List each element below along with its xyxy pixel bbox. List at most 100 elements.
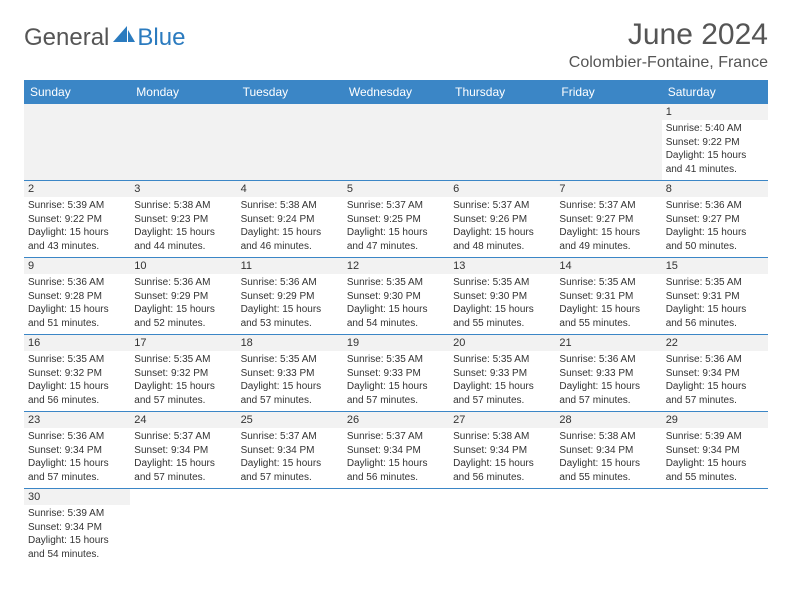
weekday-header: Sunday (24, 80, 130, 104)
calendar-cell (237, 489, 343, 566)
day-details: Sunrise: 5:39 AMSunset: 9:34 PMDaylight:… (24, 505, 130, 565)
day-details: Sunrise: 5:36 AMSunset: 9:29 PMDaylight:… (130, 274, 236, 334)
day-number: 11 (237, 258, 343, 274)
day-number: 10 (130, 258, 236, 274)
day-details: Sunrise: 5:35 AMSunset: 9:30 PMDaylight:… (343, 274, 449, 334)
day-details: Sunrise: 5:37 AMSunset: 9:27 PMDaylight:… (555, 197, 661, 257)
day-details: Sunrise: 5:38 AMSunset: 9:34 PMDaylight:… (449, 428, 555, 488)
day-number: 16 (24, 335, 130, 351)
day-details: Sunrise: 5:36 AMSunset: 9:28 PMDaylight:… (24, 274, 130, 334)
weekday-header: Tuesday (237, 80, 343, 104)
calendar-cell: 12Sunrise: 5:35 AMSunset: 9:30 PMDayligh… (343, 258, 449, 335)
day-details: Sunrise: 5:37 AMSunset: 9:25 PMDaylight:… (343, 197, 449, 257)
calendar-cell (130, 104, 236, 181)
day-details: Sunrise: 5:39 AMSunset: 9:22 PMDaylight:… (24, 197, 130, 257)
calendar-cell: 25Sunrise: 5:37 AMSunset: 9:34 PMDayligh… (237, 412, 343, 489)
weekday-header: Wednesday (343, 80, 449, 104)
calendar-row: 1Sunrise: 5:40 AMSunset: 9:22 PMDaylight… (24, 104, 768, 181)
logo-sail-icon (113, 26, 135, 49)
calendar-cell: 17Sunrise: 5:35 AMSunset: 9:32 PMDayligh… (130, 335, 236, 412)
calendar-cell: 23Sunrise: 5:36 AMSunset: 9:34 PMDayligh… (24, 412, 130, 489)
calendar-cell: 3Sunrise: 5:38 AMSunset: 9:23 PMDaylight… (130, 181, 236, 258)
day-details: Sunrise: 5:35 AMSunset: 9:32 PMDaylight:… (130, 351, 236, 411)
calendar-body: 1Sunrise: 5:40 AMSunset: 9:22 PMDaylight… (24, 104, 768, 565)
day-details: Sunrise: 5:37 AMSunset: 9:34 PMDaylight:… (130, 428, 236, 488)
logo-text-general: General (24, 24, 109, 52)
logo: General Blue (24, 24, 185, 52)
calendar-row: 30Sunrise: 5:39 AMSunset: 9:34 PMDayligh… (24, 489, 768, 566)
calendar-cell: 2Sunrise: 5:39 AMSunset: 9:22 PMDaylight… (24, 181, 130, 258)
day-number: 6 (449, 181, 555, 197)
day-number: 28 (555, 412, 661, 428)
day-details: Sunrise: 5:37 AMSunset: 9:34 PMDaylight:… (343, 428, 449, 488)
day-details: Sunrise: 5:36 AMSunset: 9:34 PMDaylight:… (662, 351, 768, 411)
calendar-cell: 15Sunrise: 5:35 AMSunset: 9:31 PMDayligh… (662, 258, 768, 335)
calendar-cell: 19Sunrise: 5:35 AMSunset: 9:33 PMDayligh… (343, 335, 449, 412)
title-block: June 2024 Colombier-Fontaine, France (569, 18, 768, 72)
day-details: Sunrise: 5:35 AMSunset: 9:31 PMDaylight:… (662, 274, 768, 334)
calendar-cell: 14Sunrise: 5:35 AMSunset: 9:31 PMDayligh… (555, 258, 661, 335)
calendar-cell: 4Sunrise: 5:38 AMSunset: 9:24 PMDaylight… (237, 181, 343, 258)
day-number: 27 (449, 412, 555, 428)
calendar-cell: 26Sunrise: 5:37 AMSunset: 9:34 PMDayligh… (343, 412, 449, 489)
calendar-cell: 16Sunrise: 5:35 AMSunset: 9:32 PMDayligh… (24, 335, 130, 412)
weekday-header: Friday (555, 80, 661, 104)
day-number: 4 (237, 181, 343, 197)
day-number: 22 (662, 335, 768, 351)
calendar-cell (24, 104, 130, 181)
calendar-cell: 27Sunrise: 5:38 AMSunset: 9:34 PMDayligh… (449, 412, 555, 489)
calendar-row: 23Sunrise: 5:36 AMSunset: 9:34 PMDayligh… (24, 412, 768, 489)
calendar-row: 9Sunrise: 5:36 AMSunset: 9:28 PMDaylight… (24, 258, 768, 335)
weekday-header: Saturday (662, 80, 768, 104)
day-number: 18 (237, 335, 343, 351)
calendar-cell: 8Sunrise: 5:36 AMSunset: 9:27 PMDaylight… (662, 181, 768, 258)
weekday-header: Thursday (449, 80, 555, 104)
calendar-row: 2Sunrise: 5:39 AMSunset: 9:22 PMDaylight… (24, 181, 768, 258)
calendar-cell: 22Sunrise: 5:36 AMSunset: 9:34 PMDayligh… (662, 335, 768, 412)
calendar-cell: 6Sunrise: 5:37 AMSunset: 9:26 PMDaylight… (449, 181, 555, 258)
day-details: Sunrise: 5:37 AMSunset: 9:34 PMDaylight:… (237, 428, 343, 488)
day-details: Sunrise: 5:36 AMSunset: 9:33 PMDaylight:… (555, 351, 661, 411)
calendar-cell: 20Sunrise: 5:35 AMSunset: 9:33 PMDayligh… (449, 335, 555, 412)
calendar-cell (555, 489, 661, 566)
day-details: Sunrise: 5:35 AMSunset: 9:33 PMDaylight:… (343, 351, 449, 411)
day-number: 1 (662, 104, 768, 120)
day-number: 2 (24, 181, 130, 197)
calendar-cell: 13Sunrise: 5:35 AMSunset: 9:30 PMDayligh… (449, 258, 555, 335)
day-details: Sunrise: 5:36 AMSunset: 9:29 PMDaylight:… (237, 274, 343, 334)
day-details: Sunrise: 5:37 AMSunset: 9:26 PMDaylight:… (449, 197, 555, 257)
day-details: Sunrise: 5:35 AMSunset: 9:30 PMDaylight:… (449, 274, 555, 334)
calendar-cell: 30Sunrise: 5:39 AMSunset: 9:34 PMDayligh… (24, 489, 130, 566)
calendar-cell: 10Sunrise: 5:36 AMSunset: 9:29 PMDayligh… (130, 258, 236, 335)
calendar-cell: 11Sunrise: 5:36 AMSunset: 9:29 PMDayligh… (237, 258, 343, 335)
day-number: 19 (343, 335, 449, 351)
calendar-cell (130, 489, 236, 566)
calendar-cell (343, 104, 449, 181)
day-number: 15 (662, 258, 768, 274)
calendar-cell: 28Sunrise: 5:38 AMSunset: 9:34 PMDayligh… (555, 412, 661, 489)
calendar-row: 16Sunrise: 5:35 AMSunset: 9:32 PMDayligh… (24, 335, 768, 412)
day-number: 23 (24, 412, 130, 428)
month-title: June 2024 (569, 18, 768, 52)
calendar-cell: 5Sunrise: 5:37 AMSunset: 9:25 PMDaylight… (343, 181, 449, 258)
day-number: 20 (449, 335, 555, 351)
day-number: 12 (343, 258, 449, 274)
day-details: Sunrise: 5:35 AMSunset: 9:32 PMDaylight:… (24, 351, 130, 411)
day-number: 8 (662, 181, 768, 197)
calendar-cell: 29Sunrise: 5:39 AMSunset: 9:34 PMDayligh… (662, 412, 768, 489)
day-number: 26 (343, 412, 449, 428)
day-details: Sunrise: 5:40 AMSunset: 9:22 PMDaylight:… (662, 120, 768, 180)
day-details: Sunrise: 5:35 AMSunset: 9:33 PMDaylight:… (449, 351, 555, 411)
day-number: 21 (555, 335, 661, 351)
calendar-cell (237, 104, 343, 181)
weekday-header: Monday (130, 80, 236, 104)
location: Colombier-Fontaine, France (569, 54, 768, 72)
day-details: Sunrise: 5:36 AMSunset: 9:27 PMDaylight:… (662, 197, 768, 257)
day-details: Sunrise: 5:36 AMSunset: 9:34 PMDaylight:… (24, 428, 130, 488)
day-details: Sunrise: 5:38 AMSunset: 9:24 PMDaylight:… (237, 197, 343, 257)
day-number: 13 (449, 258, 555, 274)
calendar-cell: 7Sunrise: 5:37 AMSunset: 9:27 PMDaylight… (555, 181, 661, 258)
day-details: Sunrise: 5:38 AMSunset: 9:34 PMDaylight:… (555, 428, 661, 488)
calendar-cell: 24Sunrise: 5:37 AMSunset: 9:34 PMDayligh… (130, 412, 236, 489)
calendar-cell: 1Sunrise: 5:40 AMSunset: 9:22 PMDaylight… (662, 104, 768, 181)
